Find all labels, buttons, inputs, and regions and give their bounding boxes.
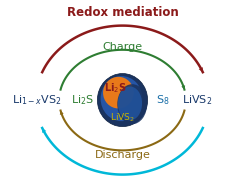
Text: LiVS$_2$: LiVS$_2$ bbox=[182, 93, 212, 107]
Text: Li$_2$S: Li$_2$S bbox=[71, 93, 94, 107]
Text: S$_8$: S$_8$ bbox=[156, 93, 169, 107]
Text: Li$_{1-x}$VS$_2$: Li$_{1-x}$VS$_2$ bbox=[12, 93, 62, 107]
Text: LiVS$_2$: LiVS$_2$ bbox=[110, 112, 135, 124]
Ellipse shape bbox=[101, 76, 143, 121]
Ellipse shape bbox=[118, 87, 142, 120]
Text: Redox mediation: Redox mediation bbox=[67, 6, 178, 19]
Text: Discharge: Discharge bbox=[95, 150, 150, 160]
Text: Li$_2$S: Li$_2$S bbox=[104, 81, 126, 95]
Ellipse shape bbox=[103, 77, 134, 108]
Text: Charge: Charge bbox=[102, 42, 143, 52]
Ellipse shape bbox=[97, 74, 148, 127]
Ellipse shape bbox=[117, 84, 147, 124]
